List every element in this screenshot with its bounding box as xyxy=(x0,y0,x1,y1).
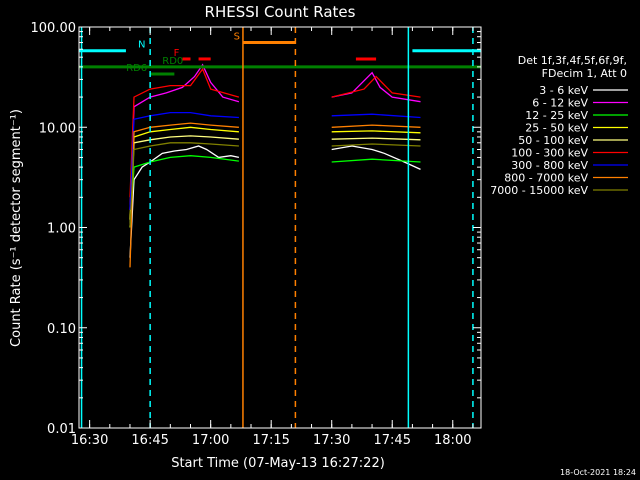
series-line-800-7000-kev xyxy=(129,122,239,268)
generation-timestamp: 18-Oct-2021 18:24 xyxy=(560,468,636,477)
legend-label-50-100-kev: 50 - 100 keV xyxy=(518,134,588,147)
series-line-12-25-kev xyxy=(129,155,239,228)
y-tick-label: 100.00 xyxy=(31,21,77,36)
series-line-12-25-kev-after-gap xyxy=(331,158,421,163)
legend-label-3-6-kev: 3 - 6 keV xyxy=(539,84,588,97)
y-tick-label: 10.00 xyxy=(39,121,76,136)
y-tick-label: 0.01 xyxy=(47,422,76,437)
y-tick-label: 1.00 xyxy=(47,222,76,237)
x-tick-label: 18:00 xyxy=(434,433,471,448)
flag-label-rd6: RD6 xyxy=(126,63,147,74)
axis-ticks-group: 16:30 16:45 17:00 17:15 17:30 17:45 18:00 0.01 0… xyxy=(31,21,481,448)
series-line-50-100-kev-after-gap xyxy=(331,137,421,141)
plot-series-group xyxy=(129,63,421,268)
flag-label-rd0: RD0 xyxy=(162,56,183,67)
x-tick-label: 17:30 xyxy=(313,433,350,448)
y-tick-label: 0.10 xyxy=(47,322,76,337)
x-tick-label: 17:45 xyxy=(374,433,411,448)
legend-label-25-50-kev: 25 - 50 keV xyxy=(525,122,588,135)
series-line-7000-15000-kev-after-gap xyxy=(331,143,421,147)
series-line-100-300-kev-after-gap xyxy=(331,75,421,98)
series-line-3-6-kev-after-gap xyxy=(331,145,421,170)
series-line-100-300-kev xyxy=(129,67,240,198)
legend-label-800-7000-kev: 800 - 7000 keV xyxy=(504,172,588,185)
legend-header-line1: Det 1f,3f,4f,5f,6f,9f, xyxy=(518,54,627,67)
legend-label-12-25-kev: 12 - 25 keV xyxy=(525,109,588,122)
flag-label-f: F xyxy=(174,48,180,59)
series-line-300-800-kev xyxy=(129,111,239,210)
vertical-lines-group xyxy=(80,27,474,428)
series-line-3-6-kev xyxy=(129,145,240,258)
series-line-800-7000-kev-after-gap xyxy=(331,124,421,128)
series-line-25-50-kev-after-gap xyxy=(331,130,421,134)
flag-label-n: N xyxy=(138,40,145,51)
x-axis-label: Start Time (07-May-13 16:27:22) xyxy=(171,456,385,471)
x-tick-label: 17:00 xyxy=(192,433,229,448)
series-line-6-12-kev xyxy=(129,63,240,210)
legend-label-300-800-kev: 300 - 800 keV xyxy=(511,159,588,172)
x-tick-label: 16:30 xyxy=(71,433,108,448)
legend-header-line2: FDecim 1, Att 0 xyxy=(542,67,627,80)
legend-label-6-12-kev: 6 - 12 keV xyxy=(532,97,588,110)
x-tick-label: 16:45 xyxy=(131,433,168,448)
chart-title: RHESSI Count Rates xyxy=(205,3,356,21)
plot-frame xyxy=(78,26,482,429)
x-tick-label: 17:15 xyxy=(252,433,289,448)
legend-label-100-300-kev: 100 - 300 keV xyxy=(511,147,588,160)
series-line-300-800-kev-after-gap xyxy=(331,113,421,119)
series-line-7000-15000-kev xyxy=(129,142,239,228)
legend-label-7000-15000-kev: 7000 - 15000 keV xyxy=(490,184,588,197)
y-axis-label: Count Rate (s⁻¹ detector segment⁻¹) xyxy=(9,109,24,347)
flag-label-s: S xyxy=(234,32,240,43)
